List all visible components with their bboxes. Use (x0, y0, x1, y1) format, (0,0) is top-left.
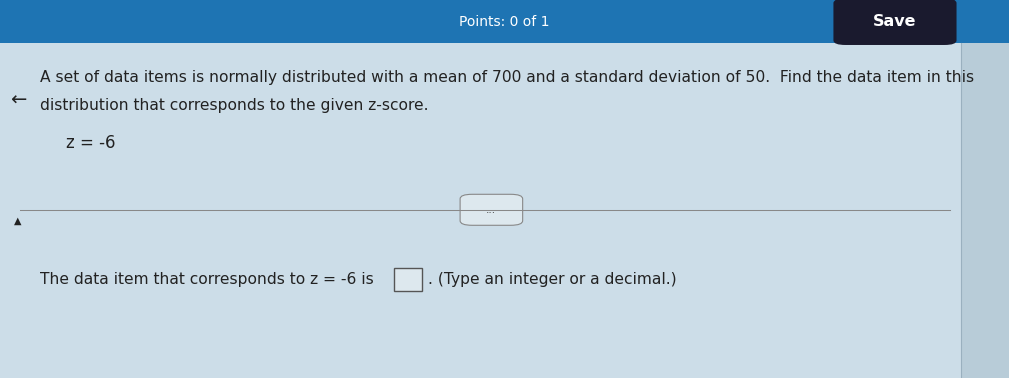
Text: Save: Save (873, 14, 917, 29)
Text: . (Type an integer or a decimal.): . (Type an integer or a decimal.) (428, 272, 676, 287)
Text: The data item that corresponds to z = -6 is: The data item that corresponds to z = -6… (40, 272, 374, 287)
Text: ...: ... (486, 205, 496, 215)
Text: distribution that corresponds to the given z-score.: distribution that corresponds to the giv… (40, 98, 429, 113)
Text: A set of data items is normally distributed with a mean of 700 and a standard de: A set of data items is normally distribu… (40, 70, 975, 85)
Text: ←: ← (10, 91, 26, 110)
Text: z = -6: z = -6 (66, 134, 115, 152)
Text: Points: 0 of 1: Points: 0 of 1 (459, 15, 550, 29)
Text: ▲: ▲ (14, 216, 22, 226)
